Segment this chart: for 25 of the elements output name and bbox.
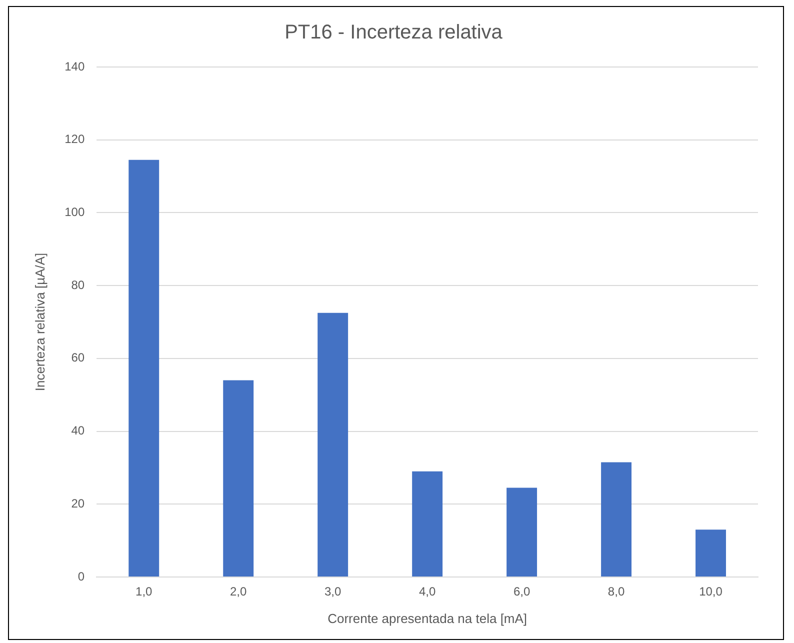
y-tick-label: 40	[71, 424, 85, 438]
x-tick-label: 2,0	[230, 584, 248, 599]
x-tick-label: 6,0	[513, 584, 530, 599]
y-tick-label: 140	[64, 59, 85, 74]
y-tick-label: 20	[71, 496, 85, 510]
x-tick-label: 3,0	[324, 584, 342, 599]
y-tick-label: 120	[64, 132, 85, 146]
bar	[128, 160, 160, 576]
x-tick-label: 8,0	[608, 584, 625, 599]
y-axis-title: Incerteza relativa [µA/A]	[32, 252, 48, 392]
bar	[223, 380, 254, 576]
bar	[601, 462, 632, 576]
y-tick-label: 80	[71, 278, 85, 292]
bar	[696, 530, 726, 576]
x-tick-label: 4,0	[418, 584, 436, 599]
bar	[412, 471, 443, 576]
y-tick-label: 100	[64, 205, 85, 220]
bar	[506, 488, 538, 576]
x-tick-label: 1,0	[136, 584, 153, 599]
y-tick-label: 0	[78, 569, 85, 584]
x-tick-label: 10,0	[699, 584, 723, 599]
chart-title: PT16 - Incerteza relativa	[284, 22, 504, 44]
x-axis-title: Corrente apresentada na tela [mA]	[328, 610, 528, 626]
y-tick-label: 60	[71, 350, 85, 365]
bar	[318, 312, 348, 576]
